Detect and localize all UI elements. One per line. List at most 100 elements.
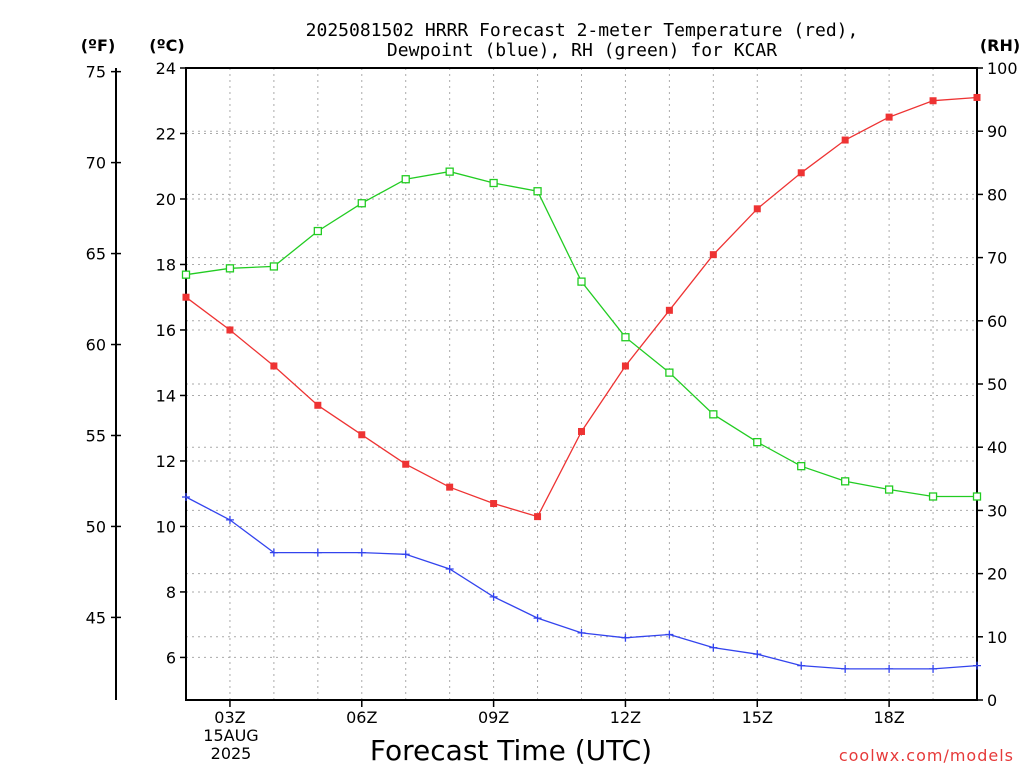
rh-tick-label: 80 [987,185,1007,204]
data-point [665,630,674,639]
x-tick-label: 15Z [742,708,773,727]
data-point [841,136,849,144]
x-tick-label: 06Z [346,708,377,727]
data-point [445,167,454,176]
rh-tick-label: 60 [987,312,1007,331]
axes: 03Z 06Z 09Z 12Z 15Z 18Z 6 8 10 12 14 16 18 20 22 24 45 50… [86,59,1018,727]
rh-tick-label: 20 [987,565,1007,584]
data-point [226,326,234,334]
fahrenheit-tick-label: 70 [86,154,106,173]
data-point [621,362,629,370]
data-point [973,661,981,670]
data-point [665,306,673,314]
fahrenheit-tick-label: 55 [86,426,106,445]
rh-tick-label: 70 [987,249,1007,268]
series-1 [182,492,981,673]
data-point [358,431,366,439]
x-date-line-1: 15AUG [203,726,258,745]
data-point [621,633,630,642]
x-tick-label: 03Z [214,708,245,727]
data-point [797,169,805,177]
celsius-tick-label: 8 [166,583,176,602]
data-point [841,477,850,486]
celsius-tick-label: 10 [156,517,176,536]
x-tick-label: 12Z [610,708,641,727]
fahrenheit-tick-label: 75 [86,63,106,82]
fahrenheit-unit-label: (ºF) [81,36,116,55]
rh-tick-label: 90 [987,122,1007,141]
data-point [225,264,235,273]
data-point [841,664,850,673]
data-point [753,205,761,213]
data-point [709,410,718,419]
data-point [709,251,717,259]
data-point [797,462,806,471]
celsius-unit-label: (ºC) [149,36,184,55]
fahrenheit-tick-label: 50 [86,517,106,536]
series-0 [182,93,981,521]
title-line-2: Dewpoint (blue), RH (green) for KCAR [387,40,777,61]
celsius-tick-label: 20 [156,190,176,209]
rh-tick-label: 100 [987,59,1018,78]
data-point [490,500,498,508]
data-point [357,548,366,557]
celsius-tick-label: 16 [156,321,176,340]
data-point [753,437,762,447]
data-point [445,565,454,574]
data-point [269,548,278,557]
celsius-tick-label: 6 [166,648,176,667]
data-point [314,401,322,409]
fahrenheit-tick-label: 65 [86,245,106,264]
data-point [313,226,322,236]
data-point [182,492,190,501]
celsius-tick-label: 12 [156,452,176,471]
data-point [534,513,542,521]
fahrenheit-tick-label: 45 [86,608,106,627]
data-point [401,550,410,559]
data-point [357,199,366,208]
data-point [973,93,981,101]
data-point [665,368,674,377]
data-point [709,643,718,652]
data-point [885,664,894,673]
series-line-1 [185,496,978,670]
rh-tick-label: 0 [987,691,997,710]
rh-tick-label: 30 [987,501,1007,520]
x-axis-label: Forecast Time (UTC) [370,734,652,767]
celsius-tick-label: 24 [156,59,176,78]
data-point [533,187,542,196]
data-point [577,277,586,286]
credit-text: coolwx.com/models [839,746,1014,765]
fahrenheit-tick-label: 60 [86,336,106,355]
rh-tick-label: 10 [987,628,1007,647]
celsius-tick-label: 18 [156,255,176,274]
data-point [577,628,586,637]
grid [186,68,977,700]
data-point [885,113,893,121]
data-point [578,427,585,435]
x-date-line-2: 2025 [211,744,252,763]
series-2 [181,167,982,501]
data-point [181,270,191,279]
celsius-tick-label: 14 [156,386,176,405]
celsius-tick-label: 22 [156,124,176,143]
x-tick-label: 18Z [873,708,904,727]
data-point [797,661,806,670]
x-tick-label: 09Z [478,708,509,727]
data-point [269,262,279,271]
data-point [402,460,410,468]
rh-unit-label: (RH) [980,36,1020,55]
data-point [401,175,410,184]
data-point [489,178,498,188]
rh-tick-label: 40 [987,438,1007,457]
data-point [929,97,937,105]
data-point [446,483,454,491]
data-point [972,492,982,501]
data-point [225,515,234,524]
data-point [929,664,938,673]
data-point [489,592,498,601]
title-line-1: 2025081502 HRRR Forecast 2-meter Tempera… [306,20,859,41]
data-point [753,650,762,659]
data-point [182,293,190,301]
rh-tick-label: 50 [987,375,1007,394]
